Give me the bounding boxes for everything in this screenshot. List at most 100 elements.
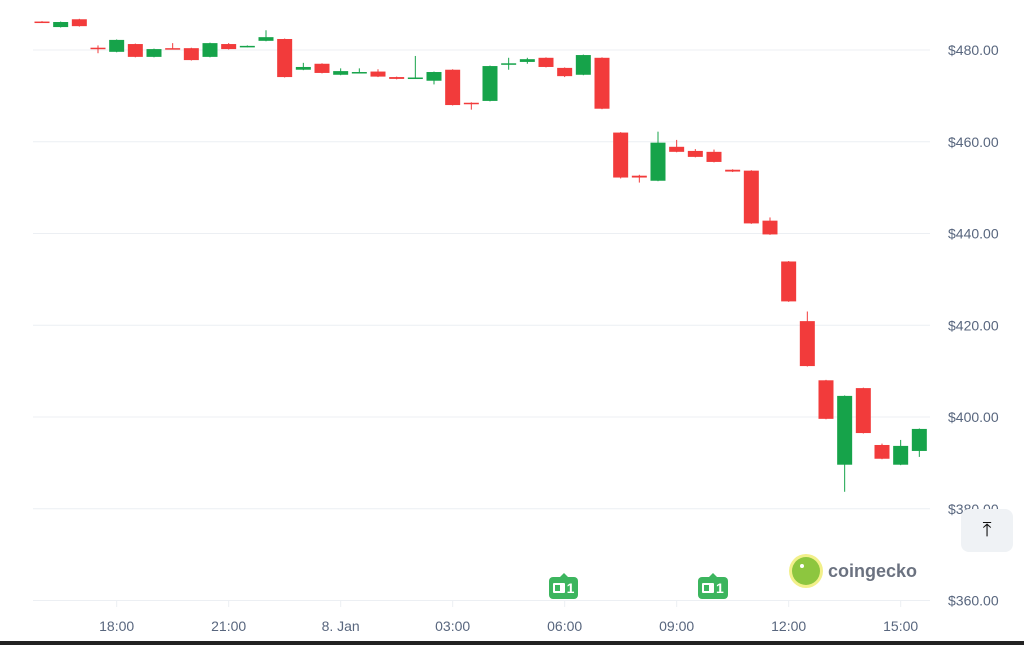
newspaper-icon xyxy=(552,583,565,593)
x-tick-label: 18:00 xyxy=(99,618,134,634)
candle-down xyxy=(221,43,237,50)
candle-body xyxy=(501,63,517,65)
candle-body xyxy=(146,49,162,57)
x-tick-label: 15:00 xyxy=(883,618,918,634)
y-tick-label: $400.00 xyxy=(948,409,999,425)
candle-up xyxy=(482,65,498,102)
candle-body xyxy=(258,37,274,41)
candle-down xyxy=(183,47,199,61)
y-tick-label: $480.00 xyxy=(948,42,999,58)
candle-down xyxy=(127,43,143,58)
candle-up xyxy=(426,71,442,85)
candle-up xyxy=(837,395,853,492)
candle-body xyxy=(818,380,834,419)
candle-body xyxy=(314,63,330,73)
candle-body xyxy=(127,44,143,57)
candles xyxy=(34,18,927,492)
newspaper-icon xyxy=(701,583,714,593)
candle-body xyxy=(575,55,591,75)
scroll-to-top-button[interactable]: ⤒ xyxy=(961,509,1013,552)
candle-body xyxy=(519,59,535,62)
candle-up xyxy=(911,428,927,457)
y-tick-label: $420.00 xyxy=(948,317,999,333)
candle-body xyxy=(333,71,349,75)
candle-body xyxy=(183,48,199,61)
candle-down xyxy=(781,261,797,302)
x-tick-label: 09:00 xyxy=(659,618,694,634)
candle-body xyxy=(799,321,815,367)
candle-body xyxy=(463,102,479,105)
candle-body xyxy=(706,151,722,162)
candle-up xyxy=(295,62,311,71)
candle-up xyxy=(146,48,162,58)
x-tick-label: 03:00 xyxy=(435,618,470,634)
candle-up xyxy=(501,57,517,70)
candle-body xyxy=(239,45,255,48)
candle-body xyxy=(389,77,405,79)
y-tick-label: $360.00 xyxy=(948,593,999,609)
candle-down xyxy=(34,21,50,24)
x-tick-label: 8. Jan xyxy=(322,618,360,634)
x-axis: 18:00 21:00 8. Jan 03:00 06:00 09:00 12:00 15:0… xyxy=(99,600,918,634)
candle-down xyxy=(463,102,479,110)
candle-down xyxy=(370,69,386,78)
candle-body xyxy=(71,19,87,27)
candle-down xyxy=(165,43,181,50)
candle-body xyxy=(351,72,367,74)
candle-body xyxy=(370,71,386,77)
news-marker[interactable]: 1 xyxy=(697,573,728,599)
candle-up xyxy=(650,131,666,182)
candle-up xyxy=(258,30,274,42)
candle-down xyxy=(706,149,722,163)
candle-down xyxy=(743,170,759,224)
candle-body xyxy=(631,175,647,178)
candle-down xyxy=(855,387,871,434)
candle-down xyxy=(314,63,330,74)
candle-body xyxy=(426,72,442,81)
candle-body xyxy=(538,57,554,67)
candle-body xyxy=(165,48,181,50)
candle-body xyxy=(613,132,629,178)
y-axis: $480.00$460.00$440.00$420.00$400.00$380.… xyxy=(948,42,999,609)
candle-body xyxy=(893,445,909,465)
x-tick-label: 06:00 xyxy=(547,618,582,634)
candle-body xyxy=(781,261,797,302)
candle-up xyxy=(351,68,367,74)
candle-down xyxy=(90,45,106,54)
candle-body xyxy=(34,21,50,24)
candle-up xyxy=(53,21,69,28)
candle-body xyxy=(445,69,461,106)
candle-body xyxy=(669,146,685,152)
candle-down xyxy=(613,132,629,179)
candle-down xyxy=(818,379,834,420)
candle-body xyxy=(762,220,778,235)
candle-down xyxy=(874,443,890,460)
candle-up xyxy=(239,45,255,48)
candle-body xyxy=(90,47,106,50)
candle-body xyxy=(874,444,890,459)
candle-body xyxy=(53,22,69,28)
candle-body xyxy=(837,395,853,465)
candle-up xyxy=(202,42,218,58)
candle-body xyxy=(295,66,311,70)
candle-body xyxy=(221,44,237,50)
y-tick-label: $460.00 xyxy=(948,134,999,150)
candle-body xyxy=(557,67,573,77)
candle-down xyxy=(389,76,405,80)
candle-down xyxy=(669,139,685,153)
candle-body xyxy=(277,38,293,78)
news-marker[interactable]: 1 xyxy=(548,573,579,599)
candle-body xyxy=(202,43,218,57)
grid-lines xyxy=(33,49,930,601)
coingecko-logo: coingecko xyxy=(792,557,917,585)
candle-body xyxy=(743,170,759,224)
candle-up xyxy=(333,68,349,76)
candle-down xyxy=(277,38,293,78)
candle-down xyxy=(71,18,87,27)
news-count: 1 xyxy=(715,580,724,596)
brand-name: coingecko xyxy=(828,560,918,581)
candle-body xyxy=(911,428,927,451)
candle-up xyxy=(109,39,125,53)
x-tick-label: 12:00 xyxy=(771,618,806,634)
